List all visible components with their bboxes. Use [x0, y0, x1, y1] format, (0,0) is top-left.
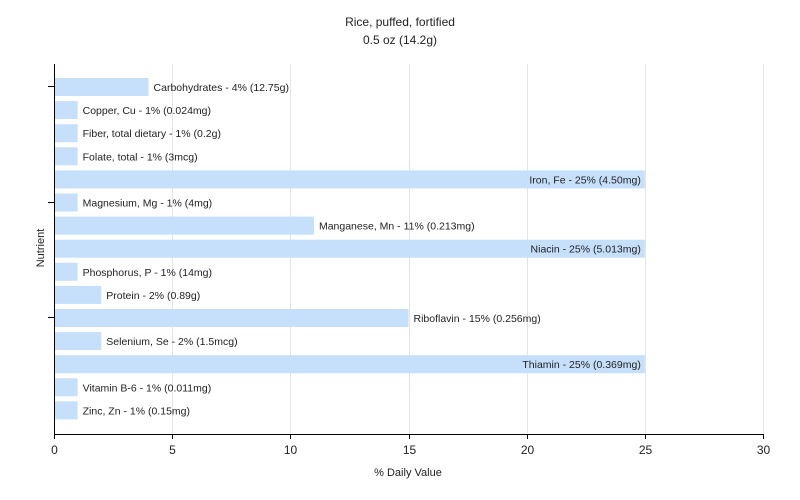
- x-tick-label: 25: [639, 443, 653, 457]
- bar-label: Folate, total - 1% (3mcg): [83, 151, 198, 163]
- chart-title: Rice, puffed, fortified: [345, 15, 455, 29]
- bar: [55, 262, 78, 281]
- x-tick-label: 15: [403, 443, 417, 457]
- bar-label: Vitamin B-6 - 1% (0.011mg): [83, 382, 212, 394]
- bar: [55, 216, 314, 235]
- bar: [55, 285, 102, 304]
- bar-label: Riboflavin - 15% (0.256mg): [414, 313, 541, 325]
- bar: [55, 101, 78, 120]
- bar-label: Carbohydrates - 4% (12.75g): [154, 82, 289, 94]
- bar-label: Zinc, Zn - 1% (0.15mg): [83, 405, 190, 417]
- bar-label: Niacin - 25% (5.013mg): [531, 244, 641, 256]
- bar: [55, 378, 78, 397]
- chart-subtitle: 0.5 oz (14.2g): [362, 33, 438, 47]
- bar: [55, 78, 149, 96]
- bar: [55, 193, 78, 212]
- bar: [55, 355, 645, 374]
- bar: [55, 147, 78, 166]
- bar: [55, 401, 78, 420]
- x-tick-label: 10: [284, 443, 298, 457]
- x-tick-label: 0: [51, 443, 58, 457]
- bar: [55, 309, 409, 327]
- bar-label: Protein - 2% (0.89g): [106, 290, 200, 302]
- bar-label: Iron, Fe - 25% (4.50mg): [529, 174, 640, 186]
- x-tick-label: 5: [169, 443, 176, 457]
- bar-label: Manganese, Mn - 11% (0.213mg): [319, 221, 475, 233]
- bar-label: Selenium, Se - 2% (1.5mcg): [106, 336, 237, 348]
- bar-label: Phosphorus, P - 1% (14mg): [83, 267, 212, 279]
- bar-label: Copper, Cu - 1% (0.024mg): [83, 105, 211, 117]
- bar-label: Thiamin - 25% (0.369mg): [522, 359, 640, 371]
- bar: [55, 239, 645, 258]
- bar: [55, 332, 102, 351]
- x-tick-label: 30: [757, 443, 771, 457]
- bar-label: Magnesium, Mg - 1% (4mg): [83, 198, 213, 210]
- y-axis-label: Nutrient: [35, 229, 47, 268]
- bar-label: Fiber, total dietary - 1% (0.2g): [83, 128, 221, 140]
- x-axis-label: % Daily Value: [374, 467, 442, 479]
- bar: [55, 170, 645, 189]
- x-tick-label: 20: [521, 443, 535, 457]
- bar: [55, 124, 78, 143]
